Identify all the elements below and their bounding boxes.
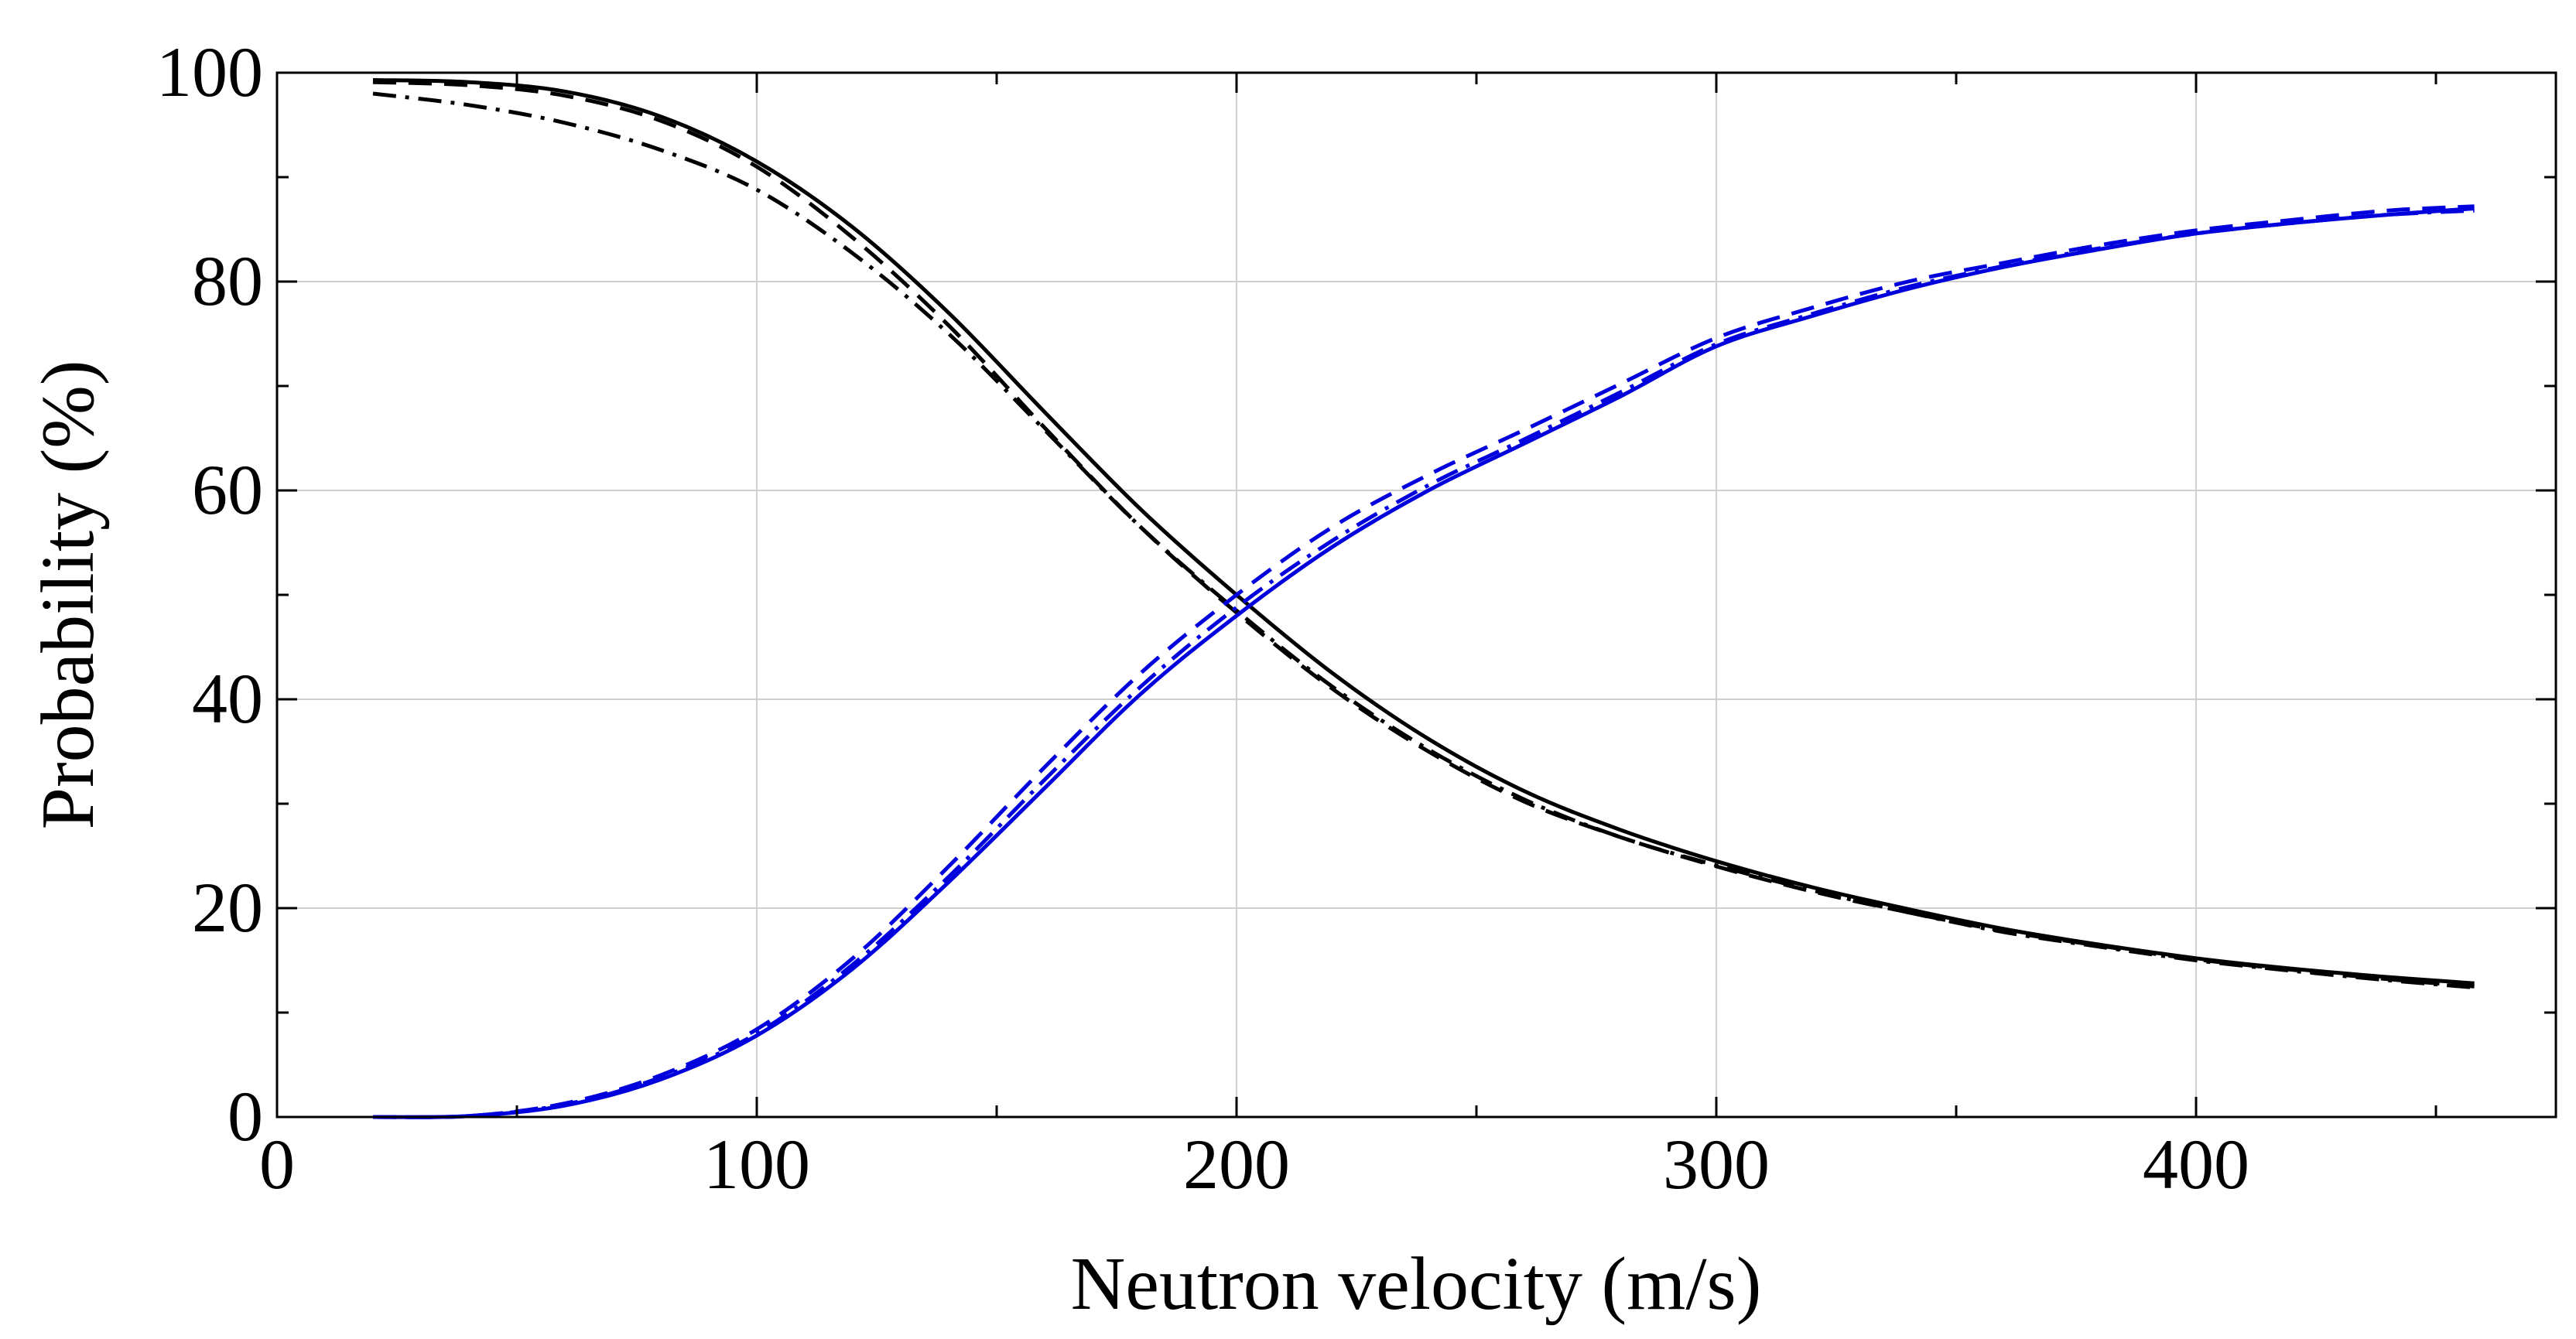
y-axis-label: Probability (%): [26, 360, 110, 830]
y-tick-label: 20: [192, 868, 263, 947]
y-tick-label: 80: [192, 241, 263, 320]
y-tick-label: 0: [227, 1077, 263, 1156]
y-tick-label: 60: [192, 450, 263, 529]
x-tick-label: 300: [1663, 1125, 1770, 1204]
series-layer: [372, 78, 2475, 1119]
series-line-black-dashdot: [372, 91, 2475, 990]
y-tick-label: 40: [192, 659, 263, 738]
series-line-blue-dashdot: [372, 208, 2475, 1119]
x-tick-label: 100: [703, 1125, 810, 1204]
y-tick-label: 100: [156, 32, 263, 111]
series-line-black-dashed: [372, 80, 2475, 989]
tick-layer: [275, 71, 2556, 1119]
grid-layer: [277, 73, 2556, 1117]
series-line-black-solid: [372, 78, 2475, 985]
series-line-blue-dashed: [372, 204, 2475, 1119]
x-axis-label: Neutron velocity (m/s): [1071, 1242, 1762, 1326]
x-tick-label: 400: [2143, 1125, 2249, 1204]
label-layer: 0 100 200 300 400 0 20 40 60 80 100: [156, 32, 2249, 1204]
x-tick-label: 200: [1183, 1125, 1290, 1204]
series-line-blue-solid: [372, 207, 2475, 1119]
x-tick-label: 0: [259, 1125, 295, 1204]
